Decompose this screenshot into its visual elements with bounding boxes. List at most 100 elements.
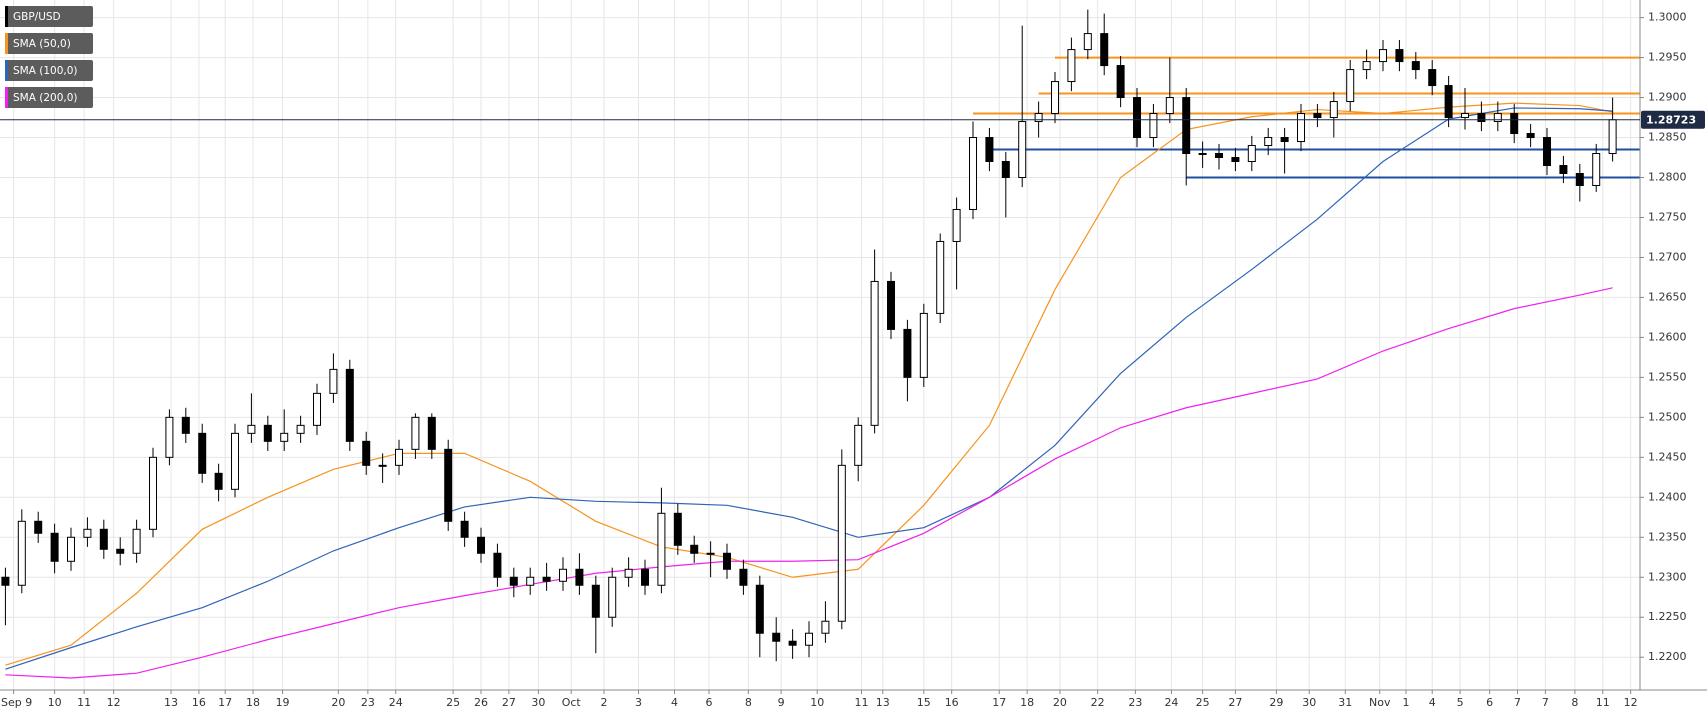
candle-body bbox=[50, 532, 59, 562]
candle-body bbox=[870, 280, 879, 426]
x-tick-label: Nov bbox=[1369, 696, 1391, 709]
candle-body bbox=[1493, 113, 1502, 123]
candle-body bbox=[1313, 113, 1322, 119]
candle-body bbox=[1543, 137, 1552, 167]
candle-body bbox=[477, 536, 486, 554]
candle-body bbox=[1411, 61, 1420, 71]
x-tick-label: 13 bbox=[876, 696, 890, 709]
candle-body bbox=[444, 448, 453, 522]
x-tick-label: 9 bbox=[778, 696, 785, 709]
y-tick-label: 1.3000 bbox=[1648, 11, 1687, 24]
candle-body bbox=[99, 528, 108, 550]
candle-body bbox=[837, 464, 846, 622]
x-tick-label: 5 bbox=[1457, 696, 1464, 709]
x-tick-label: 27 bbox=[502, 696, 516, 709]
x-tick-label: 11 bbox=[77, 696, 91, 709]
candle-body bbox=[378, 464, 387, 467]
candle-body bbox=[772, 632, 781, 642]
candle-body bbox=[788, 640, 797, 646]
candle-body bbox=[34, 520, 43, 534]
x-tick-label: 7 bbox=[1514, 696, 1521, 709]
x-tick-label: 16 bbox=[192, 696, 206, 709]
candle-body bbox=[1083, 33, 1092, 51]
candle-body bbox=[427, 416, 436, 450]
x-tick-label: 11 bbox=[1596, 696, 1610, 709]
candle-body bbox=[755, 584, 764, 634]
legend-swatch bbox=[5, 87, 8, 108]
candle-body bbox=[345, 368, 354, 442]
y-tick-label: 1.2600 bbox=[1648, 330, 1687, 343]
legend-label: GBP/USD bbox=[13, 11, 61, 23]
x-tick-label: 20 bbox=[1053, 696, 1067, 709]
x-tick-label: 24 bbox=[1164, 696, 1178, 709]
x-tick-label: 11 bbox=[854, 696, 868, 709]
x-tick-label: 22 bbox=[1091, 696, 1105, 709]
candle-body bbox=[1133, 97, 1142, 139]
candle-body bbox=[1379, 49, 1388, 63]
x-tick-label: 13 bbox=[164, 696, 178, 709]
candle-body bbox=[1329, 101, 1338, 119]
x-tick-label: 27 bbox=[1228, 696, 1242, 709]
y-tick-label: 1.2900 bbox=[1648, 91, 1687, 104]
legend-box bbox=[5, 60, 93, 81]
candle-body bbox=[165, 416, 174, 458]
candle-body bbox=[509, 576, 518, 586]
legend-swatch bbox=[5, 33, 8, 54]
candle-body bbox=[854, 424, 863, 466]
x-tick-label: Oct bbox=[562, 696, 582, 709]
candle-body bbox=[1575, 172, 1584, 186]
candle-body bbox=[575, 568, 584, 586]
candle-body bbox=[1215, 153, 1224, 159]
x-tick-label: 10 bbox=[810, 696, 824, 709]
x-tick-label: 18 bbox=[246, 696, 260, 709]
candle-body bbox=[247, 424, 256, 434]
candle-body bbox=[1149, 113, 1158, 139]
x-tick-label: 8 bbox=[1571, 696, 1578, 709]
candle-body bbox=[67, 536, 76, 562]
x-tick-label: 4 bbox=[1429, 696, 1436, 709]
y-tick-label: 1.2300 bbox=[1648, 570, 1687, 583]
x-tick-label: 29 bbox=[1269, 696, 1283, 709]
candle-body bbox=[887, 280, 896, 330]
candle-body bbox=[1051, 81, 1060, 115]
candle-body bbox=[608, 576, 617, 618]
legend-label: SMA (200,0) bbox=[13, 92, 78, 104]
x-tick-label: 7 bbox=[1542, 696, 1549, 709]
candle-body bbox=[673, 512, 682, 546]
candle-body bbox=[526, 576, 535, 586]
y-tick-label: 1.2800 bbox=[1648, 170, 1687, 183]
x-tick-label: Sep 9 bbox=[1, 696, 32, 709]
candle-body bbox=[1116, 65, 1125, 99]
x-tick-label: 1 bbox=[1402, 696, 1409, 709]
candle-body bbox=[821, 620, 830, 634]
candle-body bbox=[690, 544, 699, 554]
legend-box bbox=[5, 6, 93, 27]
candle-body bbox=[1395, 49, 1404, 63]
candle-body bbox=[493, 552, 502, 578]
candle-body bbox=[1067, 49, 1076, 83]
x-tick-label: 17 bbox=[218, 696, 232, 709]
x-tick-label: 10 bbox=[48, 696, 62, 709]
candle-body bbox=[1346, 69, 1355, 103]
levels bbox=[973, 56, 1640, 179]
y-tick-label: 1.2750 bbox=[1648, 210, 1687, 223]
candle-body bbox=[1592, 153, 1601, 186]
legend-box bbox=[5, 33, 93, 54]
x-tick-label: 25 bbox=[1196, 696, 1210, 709]
y-tick-label: 1.2500 bbox=[1648, 410, 1687, 423]
y-tick-label: 1.2700 bbox=[1648, 250, 1687, 263]
y-tick-label: 1.2350 bbox=[1648, 530, 1687, 543]
x-tick-label: 6 bbox=[1486, 696, 1493, 709]
candle-body bbox=[1280, 137, 1289, 143]
candle-body bbox=[739, 568, 748, 586]
candle-body bbox=[1264, 137, 1273, 147]
y-tick-label: 1.2950 bbox=[1648, 51, 1687, 64]
candle-body bbox=[214, 472, 223, 490]
candle-body bbox=[1018, 121, 1027, 178]
candle-body bbox=[296, 424, 305, 434]
legend-swatch bbox=[5, 60, 8, 81]
sma-line bbox=[5, 287, 1613, 679]
candle-body bbox=[1559, 165, 1568, 174]
x-tick-label: 24 bbox=[389, 696, 403, 709]
